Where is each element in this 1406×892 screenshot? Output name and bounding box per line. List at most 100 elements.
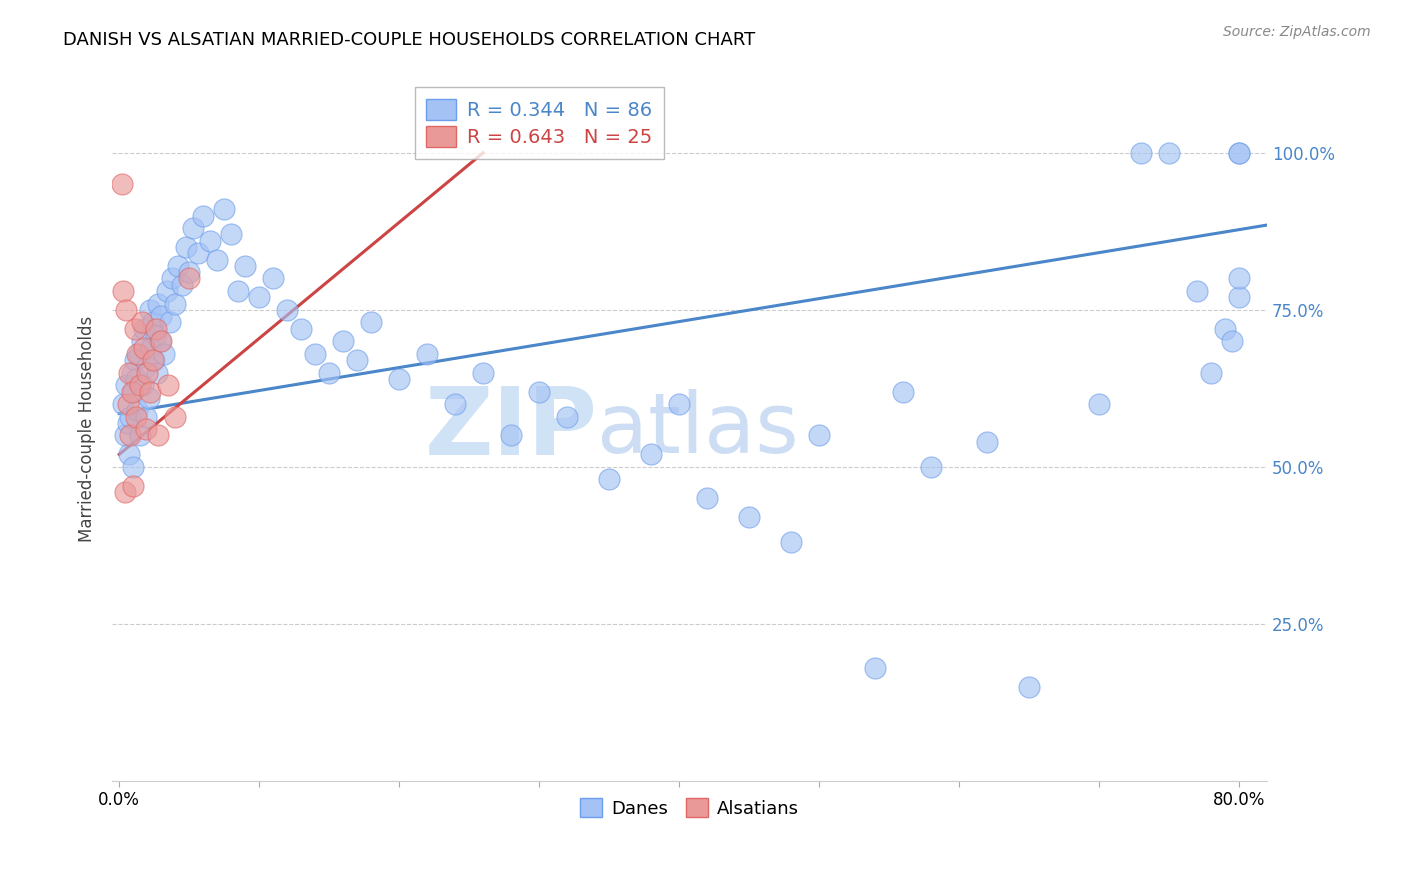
Point xyxy=(125,409,148,424)
Point xyxy=(129,428,152,442)
Point xyxy=(640,447,662,461)
Text: Source: ZipAtlas.com: Source: ZipAtlas.com xyxy=(1223,25,1371,39)
Point xyxy=(135,409,157,424)
Point xyxy=(156,284,179,298)
Point xyxy=(114,428,136,442)
Point xyxy=(976,434,998,449)
Point xyxy=(150,309,173,323)
Point xyxy=(132,378,155,392)
Point xyxy=(780,535,803,549)
Point xyxy=(165,296,187,310)
Point xyxy=(157,378,180,392)
Point xyxy=(172,277,194,292)
Point xyxy=(226,284,249,298)
Point xyxy=(142,315,165,329)
Point xyxy=(179,271,201,285)
Point xyxy=(141,341,163,355)
Point xyxy=(1213,322,1236,336)
Point xyxy=(318,366,340,380)
Point xyxy=(120,409,142,424)
Point xyxy=(696,491,718,506)
Text: DANISH VS ALSATIAN MARRIED-COUPLE HOUSEHOLDS CORRELATION CHART: DANISH VS ALSATIAN MARRIED-COUPLE HOUSEH… xyxy=(63,31,755,49)
Point xyxy=(920,459,942,474)
Point xyxy=(1199,366,1222,380)
Point xyxy=(159,315,181,329)
Point xyxy=(1018,680,1040,694)
Point xyxy=(111,178,134,192)
Point xyxy=(128,347,150,361)
Point xyxy=(143,353,166,368)
Point xyxy=(193,209,215,223)
Point xyxy=(1227,290,1250,304)
Point xyxy=(444,397,467,411)
Point xyxy=(1157,145,1180,160)
Point xyxy=(1227,145,1250,160)
Point xyxy=(1088,397,1111,411)
Point xyxy=(1227,271,1250,285)
Point xyxy=(863,661,886,675)
Point xyxy=(145,322,167,336)
Point xyxy=(139,384,162,399)
Point xyxy=(388,372,411,386)
Point xyxy=(205,252,228,267)
Point xyxy=(212,202,235,217)
Point xyxy=(148,296,170,310)
Point xyxy=(138,391,160,405)
Legend: Danes, Alsatians: Danes, Alsatians xyxy=(574,791,806,825)
Point xyxy=(131,334,153,349)
Point xyxy=(176,240,198,254)
Point xyxy=(124,353,146,368)
Point xyxy=(891,384,914,399)
Point xyxy=(117,397,139,411)
Point xyxy=(187,246,209,260)
Point xyxy=(219,227,242,242)
Point xyxy=(1220,334,1243,349)
Point xyxy=(183,221,205,235)
Point xyxy=(112,284,135,298)
Point xyxy=(122,384,145,399)
Point xyxy=(1185,284,1208,298)
Point xyxy=(346,353,368,368)
Point xyxy=(200,234,222,248)
Point xyxy=(1129,145,1152,160)
Point xyxy=(114,485,136,500)
Point xyxy=(360,315,382,329)
Point xyxy=(165,409,187,424)
Point xyxy=(276,302,298,317)
Point xyxy=(134,322,156,336)
Point xyxy=(131,315,153,329)
Point xyxy=(162,271,184,285)
Point xyxy=(233,259,256,273)
Point xyxy=(145,328,167,343)
Point xyxy=(135,422,157,436)
Point xyxy=(121,366,143,380)
Point xyxy=(121,384,143,399)
Point xyxy=(118,366,141,380)
Point xyxy=(501,428,523,442)
Point xyxy=(115,378,138,392)
Point xyxy=(149,334,172,349)
Point xyxy=(332,334,354,349)
Point xyxy=(808,428,831,442)
Text: ZIP: ZIP xyxy=(425,384,598,475)
Point xyxy=(136,359,159,374)
Point xyxy=(527,384,550,399)
Point xyxy=(115,302,138,317)
Point xyxy=(122,459,145,474)
Point xyxy=(122,479,145,493)
Point xyxy=(150,334,173,349)
Point xyxy=(262,271,284,285)
Point xyxy=(148,428,170,442)
Point xyxy=(134,341,156,355)
Y-axis label: Married-couple Households: Married-couple Households xyxy=(79,316,96,542)
Point xyxy=(124,322,146,336)
Point xyxy=(112,397,135,411)
Point xyxy=(472,366,495,380)
Point xyxy=(290,322,312,336)
Point xyxy=(598,473,620,487)
Point xyxy=(416,347,439,361)
Point xyxy=(127,403,149,417)
Point xyxy=(304,347,326,361)
Point xyxy=(555,409,578,424)
Point xyxy=(1227,145,1250,160)
